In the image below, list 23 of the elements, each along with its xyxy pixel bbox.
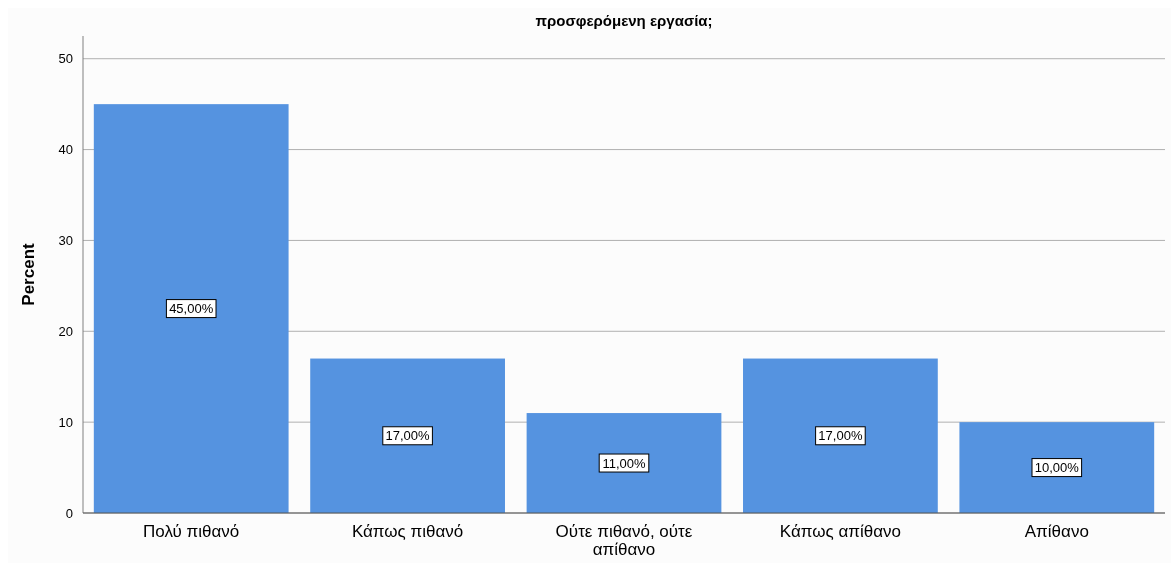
bar xyxy=(959,422,1155,513)
y-tick-label: 30 xyxy=(58,232,73,248)
data-label: 17,00% xyxy=(818,428,863,444)
bar xyxy=(93,104,289,513)
y-tick-label: 0 xyxy=(65,505,73,521)
x-tick-label: Ούτε πιθανό, ούτε απίθανο xyxy=(555,522,693,559)
chart-title: προσφερόμενη εργασία; xyxy=(535,12,713,29)
x-tick-label: Πολύ πιθανό xyxy=(143,522,240,541)
y-tick-label: 20 xyxy=(58,323,73,339)
data-label: 11,00% xyxy=(602,455,646,471)
y-tick-label: 40 xyxy=(58,142,73,158)
y-tick-label: 50 xyxy=(58,51,73,67)
y-axis-title: Percent xyxy=(19,242,38,306)
y-tick-label: 10 xyxy=(58,414,73,430)
data-label: 17,00% xyxy=(385,428,431,444)
x-tick-label: Κάπως πιθανό xyxy=(351,522,464,541)
x-tick-label: Απίθανο xyxy=(1024,522,1089,541)
data-label: 10,00% xyxy=(1034,460,1080,476)
bar xyxy=(526,413,722,513)
x-tick-label: Κάπως απίθανο xyxy=(779,522,902,541)
data-label: 45,00% xyxy=(169,301,214,317)
bar xyxy=(743,358,938,513)
bar xyxy=(310,358,505,513)
